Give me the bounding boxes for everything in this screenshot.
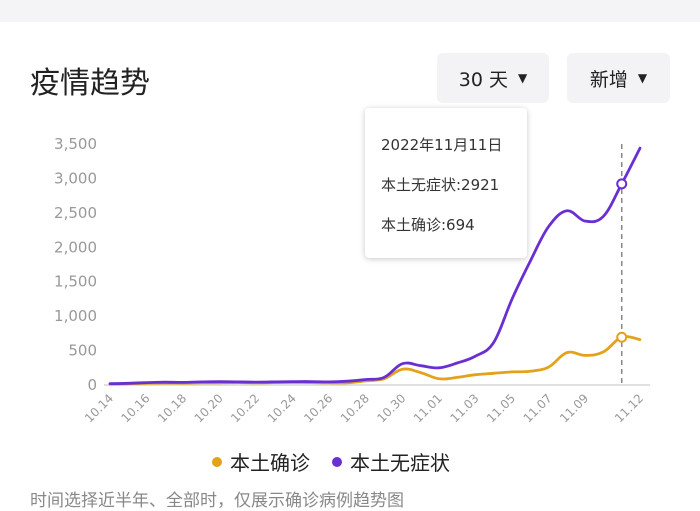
y-tick-label: 500 (68, 342, 97, 360)
x-tick-label: 11.07 (521, 391, 555, 425)
x-tick-label: 10.16 (118, 391, 152, 425)
y-tick-label: 0 (87, 376, 97, 394)
series-line-confirmed (108, 335, 642, 386)
x-tick-label: 10.20 (192, 391, 226, 425)
chart-tooltip: 2022年11月11日 本土无症状:2921 本土确诊:694 (365, 108, 527, 258)
legend-item-confirmed[interactable]: 本土确诊 (212, 447, 310, 476)
y-tick-label: 1,500 (54, 273, 97, 291)
legend-label-asymptomatic: 本土无症状 (350, 451, 450, 475)
chart-legend: 本土确诊 本土无症状 (212, 447, 472, 476)
x-tick-label: 10.22 (228, 391, 262, 425)
days-range-label: 30 天 (458, 68, 508, 91)
footnote: 时间选择近半年、全部时，仅展示确诊病例趋势图 (30, 491, 404, 511)
data-mode-dropdown[interactable]: 新增 ▼ (567, 53, 670, 103)
tooltip-asymptomatic: 本土无症状:2921 (381, 176, 500, 194)
x-tick-label: 10.24 (265, 391, 299, 425)
page-title: 疫情趋势 (30, 66, 150, 101)
top-strip (0, 0, 700, 22)
tooltip-date: 2022年11月11日 (381, 136, 503, 154)
series-line-asymptomatic (108, 146, 642, 386)
legend-dot-asymptomatic (332, 456, 342, 467)
y-tick-label: 3,500 (54, 135, 97, 153)
x-tick-label: 11.03 (447, 391, 481, 425)
legend-dot-confirmed (212, 456, 222, 467)
days-range-dropdown[interactable]: 30 天 ▼ (437, 53, 549, 103)
y-tick-label: 2,500 (54, 204, 97, 222)
x-tick-label: 10.18 (155, 391, 189, 425)
caret-down-icon: ▼ (517, 71, 528, 85)
x-tick-label: 10.26 (301, 391, 335, 425)
x-tick-label: 11.12 (612, 391, 646, 425)
y-tick-label: 3,000 (54, 169, 97, 187)
x-tick-label: 10.14 (82, 391, 116, 425)
y-tick-label: 1,000 (54, 307, 97, 325)
tooltip-confirmed: 本土确诊:694 (381, 216, 475, 234)
y-tick-label: 2,000 (54, 238, 97, 256)
x-tick-label: 10.28 (338, 391, 372, 425)
legend-item-asymptomatic[interactable]: 本土无症状 (332, 447, 450, 476)
data-mode-label: 新增 (589, 68, 628, 91)
x-tick-label: 10.30 (374, 391, 408, 425)
x-tick-label: 11.09 (557, 391, 591, 425)
highlight-point-confirmed (616, 331, 628, 343)
legend-label-confirmed: 本土确诊 (230, 451, 310, 475)
x-tick-label: 11.01 (411, 391, 445, 425)
x-tick-label: 11.05 (484, 391, 518, 425)
highlight-point-asymptomatic (616, 178, 628, 190)
caret-down-icon: ▼ (637, 71, 648, 85)
